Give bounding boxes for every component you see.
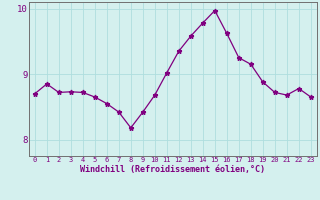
X-axis label: Windchill (Refroidissement éolien,°C): Windchill (Refroidissement éolien,°C) (80, 165, 265, 174)
